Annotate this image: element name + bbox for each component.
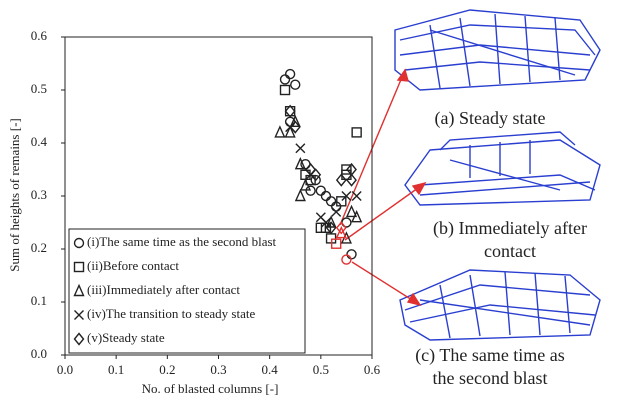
legend-label: (iii)Immediately after contact: [87, 282, 240, 297]
marker: [316, 186, 325, 195]
x-tick-label: 0.5: [313, 362, 329, 377]
x-tick-label: 0.2: [159, 362, 175, 377]
image-contact: [405, 132, 600, 205]
annotation: (c) The same time as: [415, 345, 565, 366]
legend-label: (v)Steady state: [87, 330, 165, 345]
marker: [291, 80, 300, 89]
marker: [275, 127, 284, 137]
arrows: [340, 70, 425, 305]
annotation: contact: [484, 241, 536, 261]
x-tick-label: 0.4: [262, 362, 279, 377]
image-steady: [395, 10, 600, 90]
legend-label: (i)The same time as the second blast: [87, 234, 277, 249]
marker: [342, 255, 351, 264]
y-tick-label: 0.2: [31, 240, 47, 255]
y-tick-label: 0.1: [31, 293, 47, 308]
annotation: the second blast: [433, 368, 548, 388]
legend-label: (ii)Before contact: [87, 258, 179, 273]
marker: [281, 75, 290, 84]
marker: [352, 128, 361, 137]
chart: No. of blasted columns [-] Sum of height…: [0, 0, 630, 399]
structure-images: [395, 10, 600, 340]
legend-label: (iv)The transition to steady state: [87, 306, 255, 321]
y-tick-label: 0.0: [31, 346, 47, 361]
marker: [332, 207, 341, 216]
x-axis-label: No. of blasted columns [-]: [142, 381, 279, 396]
marker: [296, 191, 305, 201]
annotation: (b) Immediately after: [433, 218, 587, 239]
y-axis-label: Sum of heights of remains [-]: [7, 118, 22, 271]
y-tick-label: 0.4: [31, 134, 48, 149]
marker: [347, 250, 356, 259]
y-tick-label: 0.3: [31, 187, 47, 202]
marker: [327, 197, 336, 206]
marker: [286, 70, 295, 79]
arrow-head: [398, 70, 408, 81]
x-tick-label: 0.0: [57, 362, 73, 377]
marker: [281, 86, 290, 95]
x-tick-label: 0.3: [210, 362, 226, 377]
arrow-head: [413, 183, 425, 194]
marker: [286, 127, 295, 137]
annotation: (a) Steady state: [435, 108, 546, 129]
marker: [306, 186, 315, 195]
y-tick-label: 0.6: [31, 28, 48, 43]
image-second-blast: [400, 270, 600, 340]
marker: [321, 192, 330, 201]
marker: [286, 107, 295, 116]
x-tick-label: 0.6: [364, 362, 381, 377]
marker: [352, 192, 361, 201]
y-tick-label: 0.5: [31, 81, 47, 96]
x-tick-label: 0.1: [108, 362, 124, 377]
marker: [296, 144, 305, 153]
